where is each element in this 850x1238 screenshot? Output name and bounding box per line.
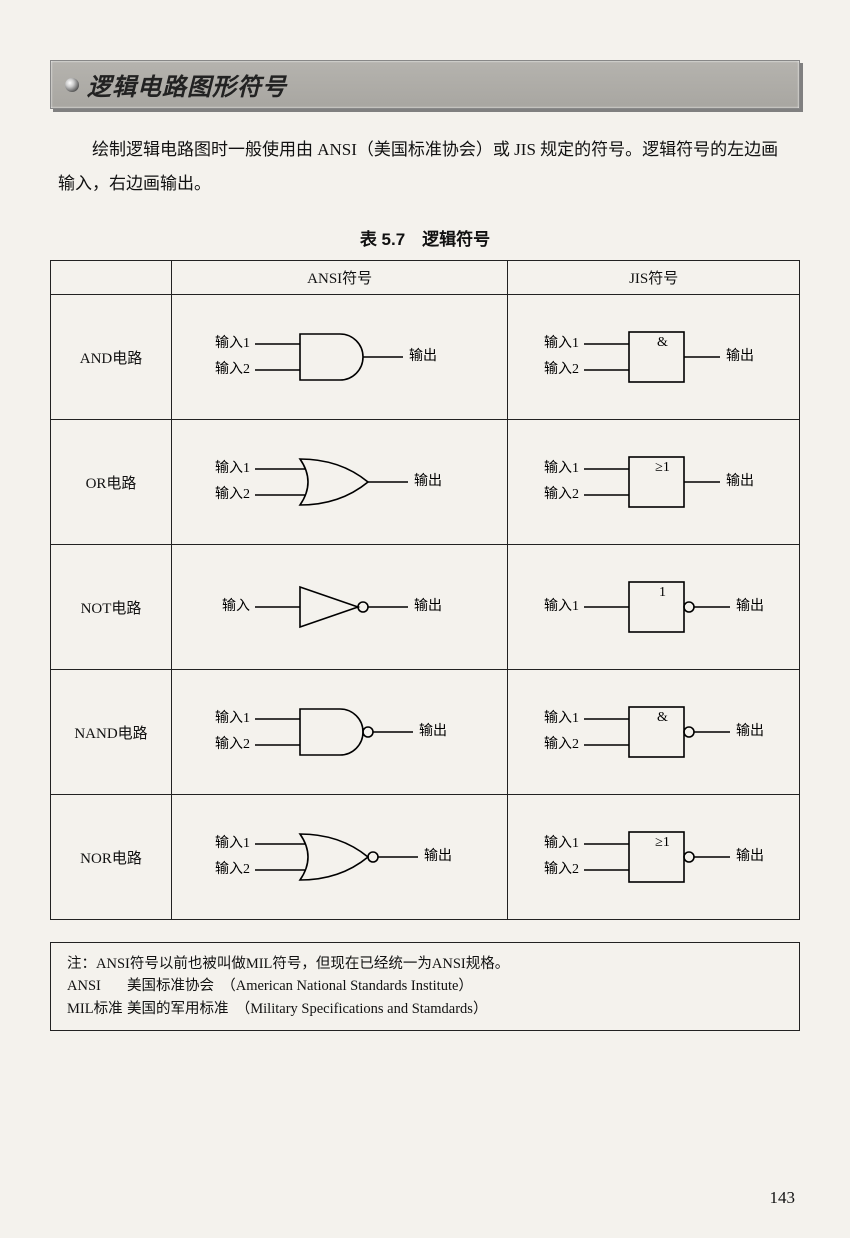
svg-text:输出: 输出 (409, 348, 437, 364)
svg-text:输入1: 输入1 (544, 598, 579, 614)
gate-name: NOT电路 (51, 545, 172, 670)
svg-text:输出: 输出 (419, 723, 447, 739)
jis-symbol-cell: 1 输入1 输出 (508, 545, 800, 670)
page-title-text: 逻辑电路图形符号 (87, 67, 287, 102)
ansi-symbol-cell: 输入1 输入2 输出 (172, 795, 508, 920)
svg-text:输入2: 输入2 (544, 486, 579, 502)
title-bar: 逻辑电路图形符号 (50, 60, 800, 109)
svg-text:输入1: 输入1 (215, 460, 250, 476)
svg-text:输入2: 输入2 (215, 736, 250, 752)
svg-text:输入1: 输入1 (544, 710, 579, 726)
col-header-ansi: ANSI符号 (172, 261, 508, 295)
svg-text:输入2: 输入2 (215, 486, 250, 502)
svg-text:输入2: 输入2 (215, 361, 250, 377)
logic-symbol-table: ANSI符号 JIS符号 AND电路输入1输入2输出&输入1输入2输出OR电路输… (50, 260, 800, 920)
svg-text:输出: 输出 (736, 848, 764, 864)
svg-text:&: & (657, 710, 668, 725)
svg-text:输出: 输出 (736, 723, 764, 739)
svg-text:输入: 输入 (222, 598, 250, 614)
ansi-symbol-cell: 输入1 输入2 输出 (172, 670, 508, 795)
col-header-jis: JIS符号 (508, 261, 800, 295)
bullet-icon (65, 78, 79, 92)
svg-text:输入1: 输入1 (544, 835, 579, 851)
jis-symbol-cell: ≥1 输入1 输入2 输出 (508, 420, 800, 545)
gate-name: OR电路 (51, 420, 172, 545)
ansi-symbol-cell: 输入 输出 (172, 545, 508, 670)
ansi-symbol-cell: 输入1 输入2 输出 (172, 420, 508, 545)
svg-text:输入1: 输入1 (215, 835, 250, 851)
table-row: OR电路 输入1 输入2 输出 ≥1 输入1 输入2 输出 (51, 420, 800, 545)
svg-text:输入2: 输入2 (544, 861, 579, 877)
svg-text:输入1: 输入1 (215, 335, 250, 351)
svg-text:输入1: 输入1 (544, 460, 579, 476)
page-number: 143 (770, 1188, 796, 1208)
jis-symbol-cell: ≥1 输入1 输入2 输出 (508, 795, 800, 920)
jis-symbol-cell: & 输入1 输入2 输出 (508, 295, 800, 420)
ansi-symbol-cell: 输入1 输入2 输出 (172, 295, 508, 420)
svg-text:输入2: 输入2 (544, 361, 579, 377)
note-mil-val: 美国的军用标准 （Military Specifications and Sta… (127, 998, 783, 1020)
table-caption: 表 5.7 逻辑符号 (50, 225, 800, 250)
svg-text:输出: 输出 (726, 473, 754, 489)
note-box: 注：ANSI符号以前也被叫做MIL符号，但现在已经统一为ANSI规格。 ANSI… (50, 942, 800, 1031)
table-row: NOT电路 输入 输出 1 输入1 输出 (51, 545, 800, 670)
table-row: NAND电路 输入1 输入2 输出 & 输入1 输入2 输出 (51, 670, 800, 795)
gate-name: AND电路 (51, 295, 172, 420)
jis-symbol-cell: & 输入1 输入2 输出 (508, 670, 800, 795)
svg-text:输出: 输出 (424, 848, 452, 864)
svg-text:输出: 输出 (414, 598, 442, 614)
svg-text:输入2: 输入2 (544, 736, 579, 752)
svg-text:输入2: 输入2 (215, 861, 250, 877)
svg-text:≥1: ≥1 (655, 460, 670, 475)
svg-text:1: 1 (659, 585, 666, 600)
gate-name: NAND电路 (51, 670, 172, 795)
svg-text:≥1: ≥1 (655, 835, 670, 850)
svg-text:输出: 输出 (726, 348, 754, 364)
svg-text:&: & (657, 335, 668, 350)
svg-text:输入1: 输入1 (215, 710, 250, 726)
note-ansi-val: 美国标准协会 （American National Standards Inst… (127, 975, 783, 997)
svg-text:输出: 输出 (414, 473, 442, 489)
note-mil-key: MIL标准 (67, 998, 127, 1020)
svg-text:输出: 输出 (736, 598, 764, 614)
note-line-1: 注：ANSI符号以前也被叫做MIL符号，但现在已经统一为ANSI规格。 (67, 953, 783, 975)
note-ansi-key: ANSI (67, 975, 127, 997)
gate-name: NOR电路 (51, 795, 172, 920)
svg-text:输入1: 输入1 (544, 335, 579, 351)
page-title: 逻辑电路图形符号 (65, 67, 785, 102)
col-header-empty (51, 261, 172, 295)
table-row: NOR电路 输入1 输入2 输出 ≥1 输入1 输入2 输出 (51, 795, 800, 920)
table-row: AND电路 输入1 输入2 输出 & 输入1 输入2 输出 (51, 295, 800, 420)
intro-paragraph: 绘制逻辑电路图时一般使用由 ANSI（美国标准协会）或 JIS 规定的符号。逻辑… (58, 133, 792, 201)
